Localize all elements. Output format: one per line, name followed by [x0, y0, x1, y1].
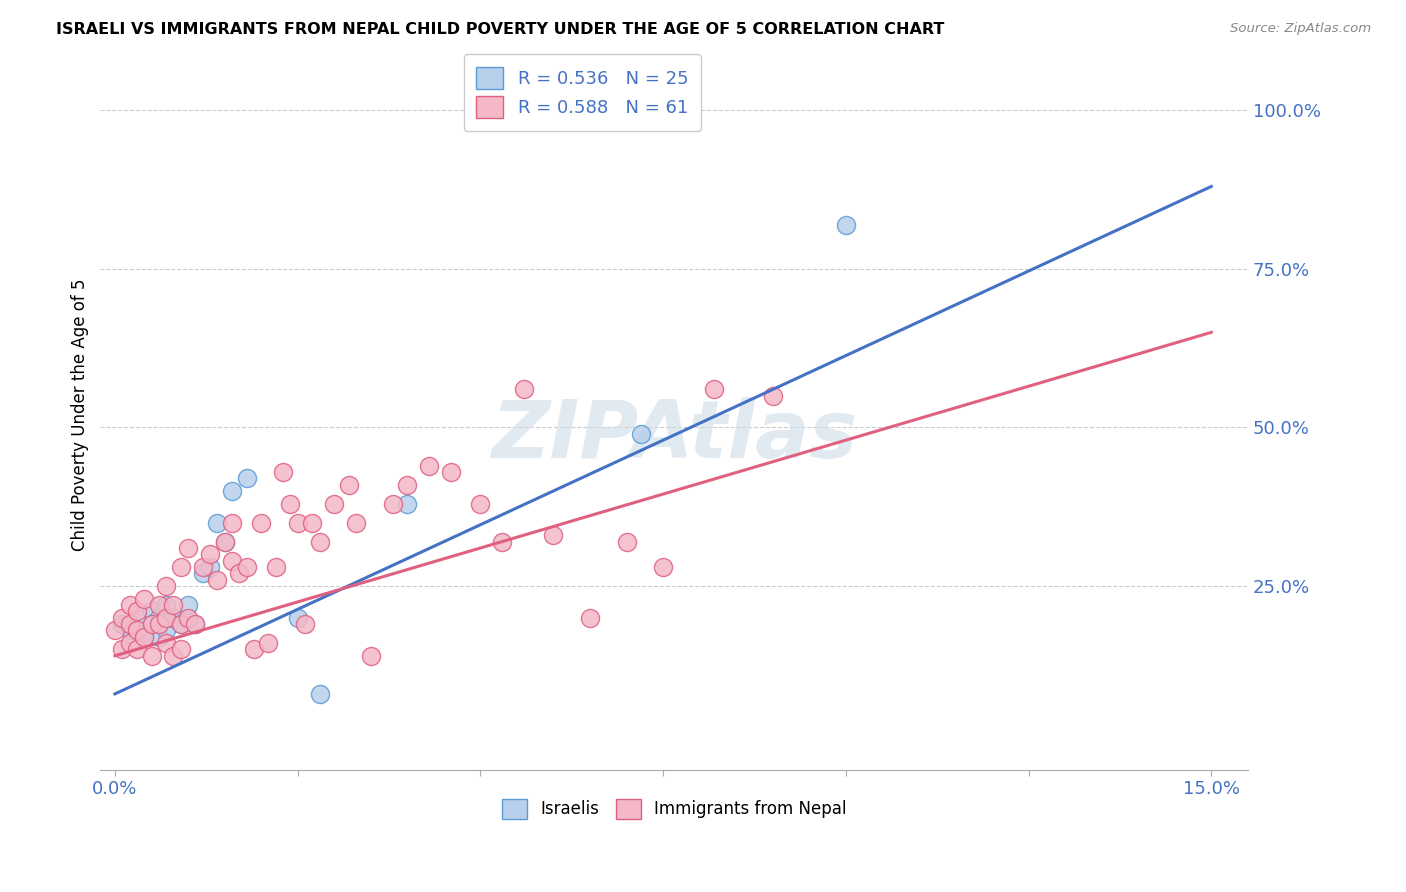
Point [221, 516, 243, 530]
Point [250, 516, 273, 530]
Point [134, 591, 156, 606]
Point [162, 611, 184, 625]
Point [118, 617, 141, 632]
Legend: Israelis, Immigrants from Nepal: Israelis, Immigrants from Nepal [495, 792, 853, 826]
Point [221, 483, 243, 498]
Point [177, 598, 200, 612]
Point [337, 477, 360, 491]
Point [228, 566, 250, 581]
Text: ISRAELI VS IMMIGRANTS FROM NEPAL CHILD POVERTY UNDER THE AGE OF 5 CORRELATION CH: ISRAELI VS IMMIGRANTS FROM NEPAL CHILD P… [56, 22, 945, 37]
Point [418, 458, 440, 473]
Point [118, 598, 141, 612]
Point [381, 497, 404, 511]
Point [264, 560, 287, 574]
Text: Source: ZipAtlas.com: Source: ZipAtlas.com [1230, 22, 1371, 36]
Point [543, 528, 565, 542]
Point [191, 560, 214, 574]
Point [396, 477, 419, 491]
Point [125, 624, 148, 638]
Point [287, 516, 309, 530]
Point [294, 617, 316, 632]
Point [257, 636, 280, 650]
Point [162, 598, 184, 612]
Point [214, 534, 236, 549]
Point [118, 636, 141, 650]
Point [155, 624, 177, 638]
Point [198, 560, 221, 574]
Point [616, 534, 638, 549]
Point [177, 541, 200, 555]
Point [148, 617, 170, 632]
Point [308, 534, 330, 549]
Point [111, 617, 134, 632]
Point [243, 642, 266, 657]
Point [111, 611, 134, 625]
Point [111, 642, 134, 657]
Point [344, 516, 367, 530]
Y-axis label: Child Poverty Under the Age of 5: Child Poverty Under the Age of 5 [72, 278, 89, 551]
Point [491, 534, 513, 549]
Point [271, 465, 294, 479]
Point [184, 617, 207, 632]
Point [513, 383, 536, 397]
Point [396, 497, 419, 511]
Point [170, 617, 193, 632]
Point [148, 630, 170, 644]
Point [235, 560, 257, 574]
Point [207, 573, 229, 587]
Point [652, 560, 675, 574]
Point [198, 547, 221, 561]
Point [170, 617, 193, 632]
Point [118, 624, 141, 638]
Point [155, 611, 177, 625]
Point [221, 554, 243, 568]
Point [125, 642, 148, 657]
Point [835, 218, 858, 232]
Point [148, 598, 170, 612]
Point [308, 687, 330, 701]
Point [235, 471, 257, 485]
Point [280, 497, 302, 511]
Point [141, 604, 163, 618]
Point [301, 516, 323, 530]
Point [191, 566, 214, 581]
Point [141, 617, 163, 632]
Point [323, 497, 346, 511]
Point [155, 598, 177, 612]
Point [207, 516, 229, 530]
Point [155, 636, 177, 650]
Point [141, 648, 163, 663]
Point [470, 497, 492, 511]
Point [134, 630, 156, 644]
Point [440, 465, 463, 479]
Point [162, 648, 184, 663]
Point [170, 642, 193, 657]
Point [104, 624, 127, 638]
Point [141, 617, 163, 632]
Point [148, 611, 170, 625]
Point [762, 389, 785, 403]
Point [703, 383, 725, 397]
Point [184, 617, 207, 632]
Point [170, 560, 193, 574]
Point [287, 611, 309, 625]
Point [125, 611, 148, 625]
Point [134, 630, 156, 644]
Point [579, 611, 602, 625]
Point [360, 648, 382, 663]
Point [155, 579, 177, 593]
Text: ZIPAtlas: ZIPAtlas [491, 397, 858, 475]
Point [177, 611, 200, 625]
Point [125, 604, 148, 618]
Point [214, 534, 236, 549]
Point [630, 426, 652, 441]
